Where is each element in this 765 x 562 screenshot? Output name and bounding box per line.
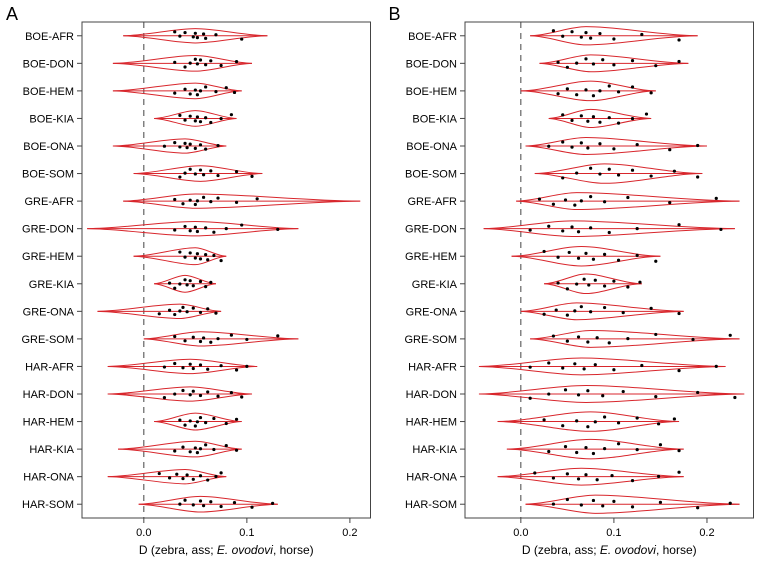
svg-text:BOE-HEM: BOE-HEM	[405, 86, 456, 98]
svg-text:HAR-AFR: HAR-AFR	[25, 361, 74, 373]
svg-text:GRE-KIA: GRE-KIA	[411, 279, 457, 291]
panel-label-B: B	[389, 4, 401, 25]
svg-text:BOE-DON: BOE-DON	[23, 58, 74, 70]
svg-text:0.1: 0.1	[606, 527, 621, 539]
svg-text:BOE-HEM: BOE-HEM	[23, 86, 74, 98]
svg-text:GRE-DON: GRE-DON	[405, 224, 457, 236]
svg-text:BOE-ONA: BOE-ONA	[406, 141, 457, 153]
svg-text:HAR-HEM: HAR-HEM	[23, 417, 74, 429]
svg-text:GRE-ONA: GRE-ONA	[23, 306, 75, 318]
svg-text:GRE-DON: GRE-DON	[22, 224, 74, 236]
svg-text:HAR-KIA: HAR-KIA	[29, 444, 74, 456]
svg-text:HAR-ONA: HAR-ONA	[406, 472, 457, 484]
svg-text:GRE-AFR: GRE-AFR	[407, 196, 457, 208]
svg-text:HAR-AFR: HAR-AFR	[408, 361, 457, 373]
svg-text:BOE-SOM: BOE-SOM	[22, 169, 74, 181]
svg-text:BOE-AFR: BOE-AFR	[25, 31, 74, 43]
panel-svg-A: 0.0 0.1 0.2 D (zebra, ass; E. ovodovi, hors…	[0, 0, 383, 562]
svg-text:HAR-DON: HAR-DON	[23, 389, 74, 401]
svg-text:D (zebra, ass; E. ovodovi, hor: D (zebra, ass; E. ovodovi, horse)	[139, 543, 314, 557]
svg-text:HAR-SOM: HAR-SOM	[405, 499, 457, 511]
svg-text:0.0: 0.0	[513, 527, 528, 539]
svg-text:GRE-AFR: GRE-AFR	[25, 196, 75, 208]
svg-text:0.1: 0.1	[239, 527, 254, 539]
panel-A: A 0.0 0.1 0.2 D (zebra, ass; E. ovodovi, hor…	[0, 0, 383, 562]
svg-text:HAR-ONA: HAR-ONA	[23, 472, 74, 484]
svg-text:0.2: 0.2	[699, 527, 714, 539]
svg-text:BOE-SOM: BOE-SOM	[405, 169, 457, 181]
panel-label-A: A	[6, 4, 18, 25]
svg-text:GRE-ONA: GRE-ONA	[405, 306, 457, 318]
svg-text:GRE-KIA: GRE-KIA	[29, 279, 75, 291]
svg-text:GRE-SOM: GRE-SOM	[21, 334, 74, 346]
svg-text:BOE-KIA: BOE-KIA	[29, 113, 74, 125]
svg-text:BOE-DON: BOE-DON	[405, 58, 456, 70]
figure: A0.00.10.2D (zebra, ass; E. ovodovi, hor…	[0, 0, 765, 562]
svg-text:HAR-SOM: HAR-SOM	[22, 499, 74, 511]
panel-svg-B: 0.0 0.1 0.2D (zebra, ass; E. ovodovi, hors…	[383, 0, 765, 562]
svg-text:BOE-AFR: BOE-AFR	[408, 31, 457, 43]
svg-text:0.2: 0.2	[342, 527, 357, 539]
panel-B: B 0.0 0.1 0.2D (zebra, ass; E. ovodovi, hor…	[383, 0, 765, 562]
svg-text:HAR-HEM: HAR-HEM	[405, 417, 456, 429]
svg-text:BOE-KIA: BOE-KIA	[412, 113, 457, 125]
svg-text:BOE-ONA: BOE-ONA	[23, 141, 74, 153]
svg-text:GRE-SOM: GRE-SOM	[404, 334, 457, 346]
svg-text:HAR-DON: HAR-DON	[405, 389, 456, 401]
svg-text:0.0: 0.0	[136, 527, 151, 539]
svg-text:D (zebra, ass; E. ovodovi, hor: D (zebra, ass; E. ovodovi, horse)	[521, 543, 696, 557]
svg-text:GRE-HEM: GRE-HEM	[405, 251, 457, 263]
svg-text:GRE-HEM: GRE-HEM	[22, 251, 74, 263]
svg-text:HAR-KIA: HAR-KIA	[412, 444, 457, 456]
